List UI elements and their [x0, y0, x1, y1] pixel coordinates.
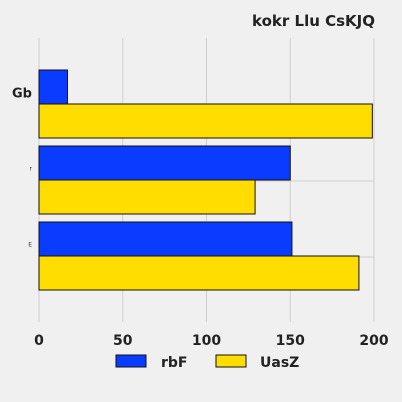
x-tick-label: 50	[113, 333, 133, 349]
category-label-r: r	[30, 166, 33, 173]
x-tick-label: 150	[276, 333, 305, 349]
category-labels: Gb r E	[12, 87, 33, 249]
legend-label-uasz: UasZ	[260, 355, 299, 371]
category-label-e: E	[28, 242, 32, 249]
bar-rbf-e	[38, 221, 293, 257]
bar-uasz-r	[38, 179, 256, 215]
bar-rbf-r	[38, 145, 291, 181]
x-tick-labels: 0 50 100 150 200	[34, 333, 389, 349]
legend-swatch-uasz	[215, 354, 247, 368]
bars	[38, 69, 373, 291]
bar-uasz-gb	[38, 103, 373, 139]
x-tick-label: 100	[192, 333, 221, 349]
legend: rbF UasZ	[115, 354, 299, 371]
legend-swatch-rbf	[115, 354, 147, 368]
legend-label-rbf: rbF	[161, 355, 188, 371]
bar-uasz-e	[38, 255, 360, 291]
bar-rbf-gb	[38, 69, 68, 105]
x-tick-label: 0	[34, 333, 44, 349]
category-label-gb: Gb	[12, 87, 32, 102]
x-tick-label: 200	[359, 333, 388, 349]
chart-title: kokr Llu CsKJQ	[252, 12, 375, 30]
